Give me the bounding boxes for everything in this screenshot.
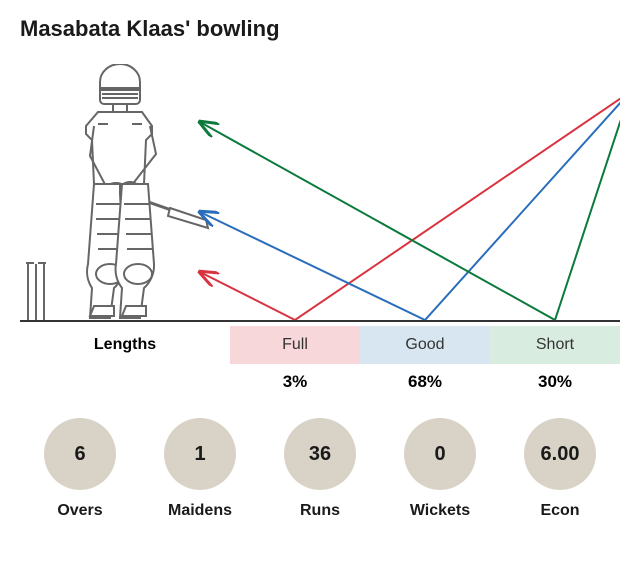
length-box-full: Full — [230, 326, 360, 364]
stat-label: Overs — [57, 502, 102, 520]
stat-value: 1 — [164, 418, 236, 490]
stat-label: Maidens — [168, 502, 232, 520]
length-box-short: Short — [490, 326, 620, 364]
arrow-good — [200, 92, 620, 320]
stat-runs: 36 Runs — [270, 418, 370, 520]
stat-wickets: 0 Wickets — [390, 418, 490, 520]
lengths-heading: Lengths — [20, 326, 230, 364]
stat-econ: 6.00 Econ — [510, 418, 610, 520]
stats-row: 6 Overs 1 Maidens 36 Runs 0 Wickets 6.00 Econ — [20, 418, 620, 520]
stat-label: Runs — [300, 502, 340, 520]
length-box-good: Good — [360, 326, 490, 364]
stat-value: 36 — [284, 418, 356, 490]
length-pct-short: 30% — [490, 364, 620, 400]
stat-overs: 6 Overs — [30, 418, 130, 520]
pitch-diagram — [20, 62, 620, 322]
bowling-arrows — [20, 62, 620, 322]
arrow-full — [200, 92, 620, 320]
lengths-row: Lengths FullGoodShort — [20, 326, 620, 364]
stat-label: Econ — [540, 502, 579, 520]
stat-label: Wickets — [410, 502, 470, 520]
length-pct-full: 3% — [230, 364, 360, 400]
stat-maidens: 1 Maidens — [150, 418, 250, 520]
stat-value: 6 — [44, 418, 116, 490]
length-pct-good: 68% — [360, 364, 490, 400]
stat-value: 0 — [404, 418, 476, 490]
chart-title: Masabata Klaas' bowling — [20, 16, 620, 42]
stat-value: 6.00 — [524, 418, 596, 490]
arrow-short — [200, 92, 620, 320]
ground-line — [20, 320, 620, 322]
percentages-row: 3%68%30% — [20, 364, 620, 400]
